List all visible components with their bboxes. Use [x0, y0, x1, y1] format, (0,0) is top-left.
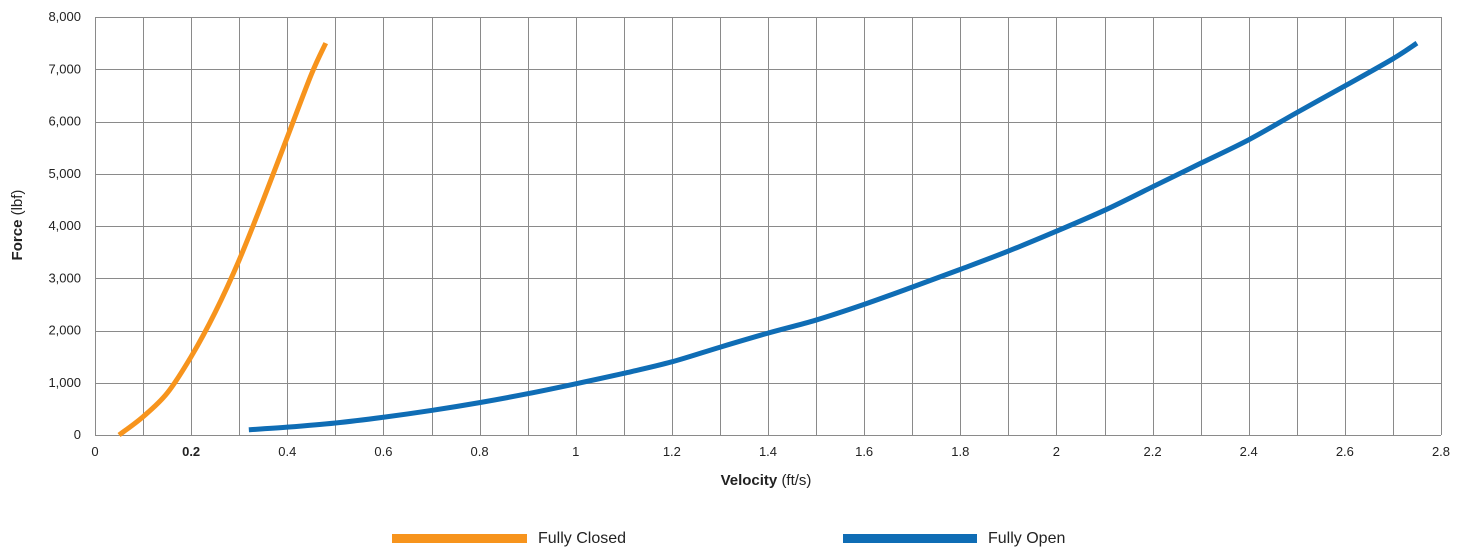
y-axis-title-unit: (lbf): [9, 190, 26, 216]
y-tick-label: 0: [74, 427, 81, 442]
y-tick-label: 2,000: [48, 323, 81, 338]
x-tick-label: 2.6: [1336, 444, 1354, 459]
series-line-fully-closed: [117, 42, 329, 437]
x-axis-title-main: Velocity: [721, 472, 778, 489]
y-tick-label: 5,000: [48, 166, 81, 181]
series-line-fully-open: [248, 41, 1419, 433]
x-axis-title: Velocity (ft/s): [721, 472, 812, 489]
x-tick-label: 1.2: [663, 444, 681, 459]
y-axis-title-main: Force: [9, 220, 26, 261]
x-tick-label: 0.2: [182, 444, 200, 459]
y-tick-label: 4,000: [48, 218, 81, 233]
y-tick-label: 1,000: [48, 375, 81, 390]
y-tick-label: 8,000: [48, 9, 81, 24]
x-tick-label: 1.4: [759, 444, 777, 459]
legend: Fully Closed Fully Open: [392, 530, 1065, 547]
legend-swatch-fully-open: [843, 534, 977, 543]
x-tick-label: 1.6: [855, 444, 873, 459]
x-axis-title-unit: (ft/s): [781, 472, 811, 489]
legend-item-fully-closed: Fully Closed: [392, 530, 626, 547]
x-tick-label: 2.8: [1432, 444, 1450, 459]
legend-label-fully-open: Fully Open: [988, 530, 1065, 547]
tick-labels: 0 0.2 0.4 0.6 0.8 1 1.2 1.4 1.6 1.8 2 2.2 2.4 2.6 2.8 0…: [48, 9, 1450, 459]
x-tick-label: 0.4: [278, 444, 296, 459]
x-tick-label: 1: [572, 444, 579, 459]
x-tick-label: 0.6: [374, 444, 392, 459]
y-tick-label: 3,000: [48, 270, 81, 285]
x-tick-label: 2.4: [1240, 444, 1258, 459]
y-tick-label: 6,000: [48, 114, 81, 129]
legend-label-fully-closed: Fully Closed: [538, 530, 626, 547]
y-axis-title: Force (lbf): [9, 190, 26, 261]
x-tick-label: 2: [1053, 444, 1060, 459]
x-tick-label: 2.2: [1144, 444, 1162, 459]
legend-item-fully-open: Fully Open: [843, 530, 1065, 547]
x-tick-label: 0.8: [471, 444, 489, 459]
y-tick-label: 7,000: [48, 61, 81, 76]
gridlines: [95, 17, 1442, 436]
x-tick-label: 1.8: [951, 444, 969, 459]
x-tick-label: 0: [91, 444, 98, 459]
series-lines: [117, 41, 1419, 437]
legend-swatch-fully-closed: [392, 534, 527, 543]
